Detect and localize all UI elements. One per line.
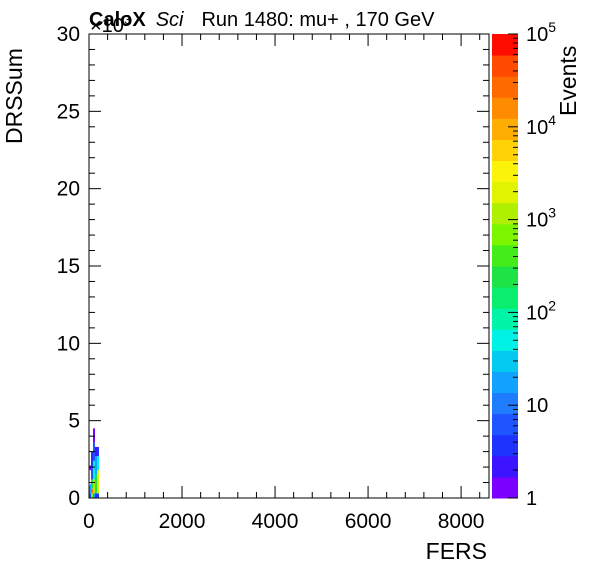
heatmap-bin xyxy=(91,465,93,480)
run-label: Run 1480: mu+ , 170 GeV xyxy=(201,9,435,31)
color-scale-segment xyxy=(492,97,518,119)
heatmap-bin xyxy=(91,493,93,498)
heatmap-bin xyxy=(95,493,97,498)
z-axis-title: Events xyxy=(555,46,581,116)
z-tick-label: 104 xyxy=(526,112,556,139)
color-scale-segment xyxy=(492,202,518,225)
heatmap-bin xyxy=(91,488,93,494)
heatmap-bin xyxy=(97,456,99,471)
heatmap-bin xyxy=(93,428,95,443)
color-scale-segment xyxy=(492,413,518,436)
heatmap-bin xyxy=(97,446,99,457)
color-scale-segment xyxy=(492,118,518,140)
y-tick-label: 25 xyxy=(57,100,80,123)
y-axis-multiplier: ×103 xyxy=(90,12,131,37)
color-scale-segment xyxy=(492,55,518,77)
heatmap-bin xyxy=(89,484,91,494)
heatmap-bin xyxy=(91,479,93,489)
color-scale-segment xyxy=(492,392,518,415)
color-scale-segment xyxy=(492,371,518,394)
x-axis-title: FERS xyxy=(426,538,487,564)
heatmap-bin xyxy=(97,470,99,494)
y-axis-title: DRSSum xyxy=(1,48,27,144)
x-tick-label: 6000 xyxy=(345,510,392,533)
x-tick-label: 2000 xyxy=(159,510,206,533)
heatmap-bin xyxy=(93,479,95,494)
y-tick-label: 15 xyxy=(57,255,80,278)
z-tick-label: 103 xyxy=(526,205,556,232)
color-scale-segment xyxy=(492,160,518,183)
y-tick-label: 20 xyxy=(57,178,80,201)
z-tick-label: 10 xyxy=(526,395,548,417)
heatmap-bin xyxy=(95,474,97,494)
color-scale-segment xyxy=(492,139,518,162)
y-axis-multiplier-exponent: 3 xyxy=(124,12,131,27)
z-tick-label: 102 xyxy=(526,297,556,324)
y-tick-label: 30 xyxy=(57,23,80,46)
color-scale-segment xyxy=(492,455,518,478)
z-tick-label: 105 xyxy=(526,19,556,46)
color-scale-segment xyxy=(492,329,518,351)
y-axis-multiplier-base: ×10 xyxy=(90,15,124,37)
y-tick-label: 5 xyxy=(68,410,80,433)
heatmap-bin xyxy=(93,493,95,498)
plot-frame xyxy=(88,33,490,499)
y-tick-label: 10 xyxy=(57,332,80,355)
color-scale-segment xyxy=(492,34,518,56)
y-tick-label: 0 xyxy=(68,487,80,510)
experiment-label: CaloX xyxy=(89,9,146,31)
heatmap-bin xyxy=(89,493,91,498)
x-tick-label: 0 xyxy=(83,510,95,533)
x-tick-label: 4000 xyxy=(252,510,299,533)
heatmap-bin xyxy=(95,446,97,457)
x-tick-label: 8000 xyxy=(438,510,485,533)
x-axis-ticks: 0 2000 4000 6000 8000 xyxy=(83,34,484,533)
heatmap-bins xyxy=(89,428,99,498)
color-scale xyxy=(492,34,518,499)
heatmap-bin xyxy=(91,451,93,466)
color-scale-segment xyxy=(492,76,518,98)
heatmap-bin xyxy=(89,465,91,471)
color-scale-segment xyxy=(492,434,518,457)
plot-header: CaloX Sci Run 1480: mu+ , 170 GeV xyxy=(89,9,435,31)
heatmap-bin xyxy=(93,460,95,480)
color-scale-segment xyxy=(492,181,518,204)
y-axis-ticks: 0 5 10 15 20 25 30 xyxy=(57,23,489,510)
color-scale-segment xyxy=(492,308,518,330)
color-scale-segment xyxy=(492,266,518,288)
heatmap-bin xyxy=(97,493,99,498)
color-scale-segment xyxy=(492,350,518,372)
color-scale-segment xyxy=(492,476,518,499)
z-tick-label: 1 xyxy=(526,488,537,510)
tag-label: Sci xyxy=(156,9,184,31)
color-scale-segment xyxy=(492,223,518,246)
color-scale-segment xyxy=(492,244,518,267)
color-scale-segment xyxy=(492,287,518,309)
color-scale-ticks: 1 10 102 103 104 105 xyxy=(508,19,556,510)
heatmap-bin xyxy=(95,456,97,475)
